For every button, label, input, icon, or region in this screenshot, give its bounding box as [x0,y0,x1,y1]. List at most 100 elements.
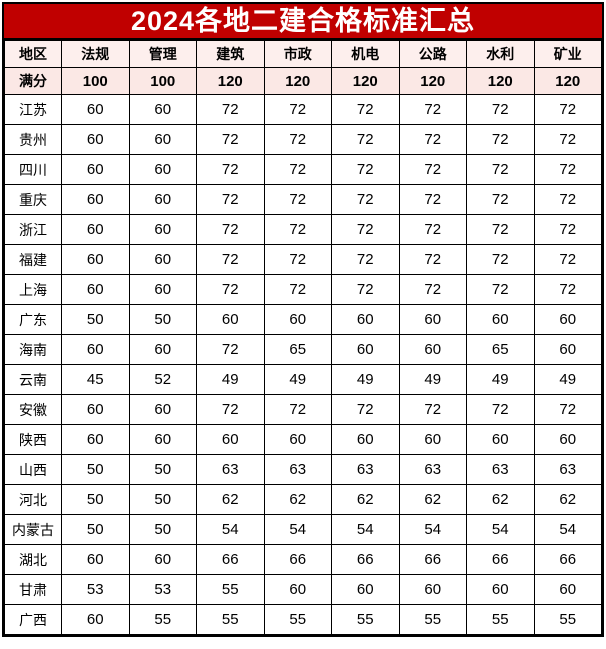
score-cell: 55 [398,604,467,635]
region-cell: 海南 [4,334,62,365]
score-cell: 60 [61,124,130,155]
score-cell: 60 [466,424,535,455]
score-cell: 60 [61,604,130,635]
region-cell: 安徽 [4,394,62,425]
score-cell: 60 [331,424,400,455]
score-cell: 49 [331,364,400,395]
score-cell: 60 [61,544,130,575]
score-cell: 60 [128,544,197,575]
score-cell: 49 [533,364,602,395]
score-cell: 63 [466,454,535,485]
score-cell: 72 [263,274,332,305]
score-cell: 72 [533,124,602,155]
score-cell: 72 [466,154,535,185]
region-cell: 福建 [4,244,62,275]
score-cell: 72 [263,244,332,275]
score-cell: 52 [128,364,197,395]
score-cell: 72 [331,124,400,155]
score-cell: 72 [196,274,265,305]
score-cell: 50 [61,454,130,485]
table-row: 安徽 60 60 72 72 72 72 72 72 [4,394,602,425]
score-cell: 66 [466,544,535,575]
table-row: 海南 60 60 72 65 60 60 65 60 [4,334,602,365]
score-cell: 50 [61,484,130,515]
full-score-value: 100 [128,67,197,95]
score-cell: 60 [61,214,130,245]
score-cell: 72 [466,184,535,215]
score-cell: 62 [196,484,265,515]
score-cell: 60 [263,304,332,335]
score-cell: 72 [196,94,265,125]
column-header: 矿业 [533,40,602,68]
score-cell: 63 [196,454,265,485]
score-cell: 60 [128,184,197,215]
score-cell: 72 [533,244,602,275]
score-cell: 72 [263,154,332,185]
score-cell: 60 [263,424,332,455]
score-cell: 60 [128,424,197,455]
score-cell: 54 [398,514,467,545]
score-cell: 72 [533,154,602,185]
full-score-value: 120 [398,67,467,95]
score-cell: 72 [331,94,400,125]
score-cell: 72 [466,274,535,305]
score-cell: 72 [263,94,332,125]
table-row: 广西 60 55 55 55 55 55 55 55 [4,604,602,635]
column-header: 法规 [61,40,130,68]
table-row: 广东 50 50 60 60 60 60 60 60 [4,304,602,335]
column-header: 管理 [128,40,197,68]
score-cell: 72 [398,154,467,185]
score-cell: 62 [533,484,602,515]
score-cell: 53 [128,574,197,605]
score-cell: 54 [331,514,400,545]
score-cell: 60 [128,334,197,365]
score-cell: 60 [61,424,130,455]
column-header: 水利 [466,40,535,68]
score-cell: 65 [263,334,332,365]
score-cell: 55 [263,604,332,635]
score-cell: 72 [331,274,400,305]
column-header: 市政 [263,40,332,68]
score-cell: 54 [263,514,332,545]
score-cell: 60 [533,574,602,605]
region-cell: 云南 [4,364,62,395]
table-row: 贵州 60 60 72 72 72 72 72 72 [4,124,602,155]
score-cell: 72 [533,94,602,125]
score-cell: 55 [196,574,265,605]
score-cell: 66 [398,544,467,575]
score-cell: 72 [331,184,400,215]
score-cell: 72 [533,184,602,215]
score-cell: 62 [466,484,535,515]
score-table-frame: 2024各地二建合格标准汇总 地区 法规 管理 建筑 市政 机电 公路 水利 矿业 满分 100 1… [2,2,604,637]
region-cell: 浙江 [4,214,62,245]
region-cell: 广东 [4,304,62,335]
score-cell: 60 [128,214,197,245]
score-cell: 72 [466,94,535,125]
score-cell: 62 [331,484,400,515]
column-header: 公路 [398,40,467,68]
region-cell: 上海 [4,274,62,305]
table-row: 湖北 60 60 66 66 66 66 66 66 [4,544,602,575]
score-cell: 72 [196,214,265,245]
score-cell: 72 [196,244,265,275]
score-cell: 62 [398,484,467,515]
score-cell: 72 [196,124,265,155]
column-header: 建筑 [196,40,265,68]
score-cell: 60 [128,94,197,125]
score-cell: 66 [331,544,400,575]
region-cell: 四川 [4,154,62,185]
score-cell: 60 [331,304,400,335]
score-cell: 49 [263,364,332,395]
score-cell: 54 [196,514,265,545]
table-row: 重庆 60 60 72 72 72 72 72 72 [4,184,602,215]
score-cell: 72 [331,394,400,425]
score-cell: 72 [263,124,332,155]
score-cell: 60 [128,394,197,425]
score-cell: 50 [128,484,197,515]
score-cell: 72 [196,154,265,185]
score-cell: 50 [61,514,130,545]
full-score-value: 120 [196,67,265,95]
full-score-value: 120 [331,67,400,95]
score-cell: 66 [196,544,265,575]
score-cell: 60 [61,334,130,365]
